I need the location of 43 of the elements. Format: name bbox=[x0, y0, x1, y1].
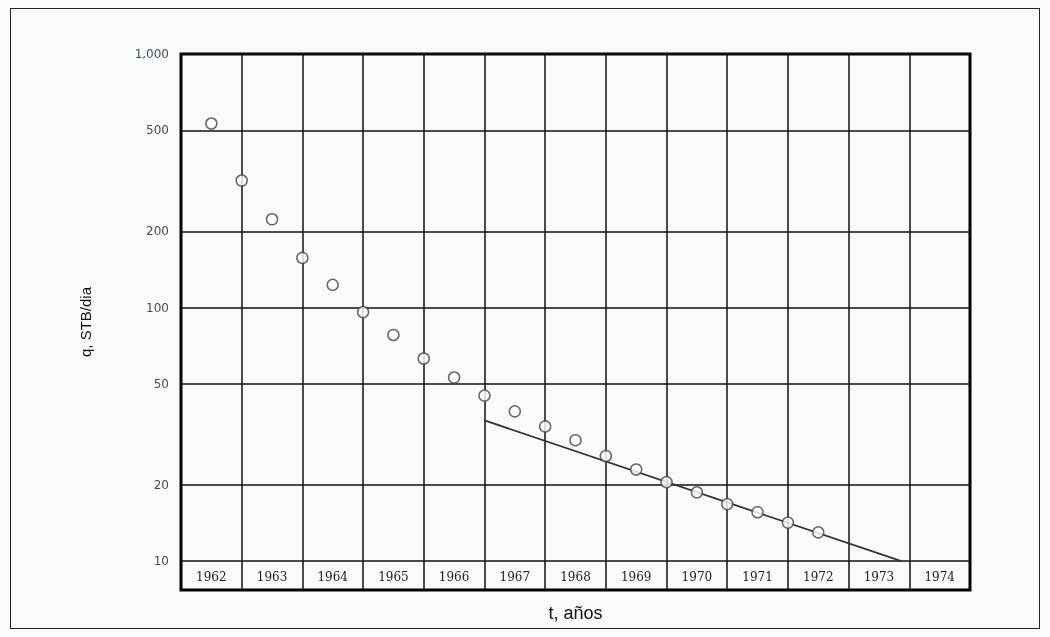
point bbox=[629, 463, 643, 476]
x-tick-label: 1972 bbox=[803, 570, 834, 584]
x-tick-label: 1963 bbox=[256, 570, 288, 584]
point bbox=[508, 405, 522, 418]
point bbox=[781, 516, 795, 529]
y-tick-label: 20 bbox=[153, 477, 169, 492]
x-axis-title: t, años bbox=[548, 603, 603, 623]
x-tick-label: 1970 bbox=[681, 570, 713, 584]
point bbox=[720, 497, 734, 511]
y-tick-label: 500 bbox=[146, 123, 169, 138]
point bbox=[690, 486, 704, 499]
y-tick-label: 10 bbox=[153, 554, 169, 569]
y-tick-label: 1,000 bbox=[134, 47, 169, 61]
point bbox=[387, 328, 400, 342]
point bbox=[538, 420, 552, 433]
y-tick-label: 50 bbox=[153, 376, 169, 391]
point bbox=[296, 251, 309, 265]
point bbox=[417, 352, 431, 365]
x-tick-label: 1967 bbox=[499, 570, 531, 584]
y-tick-label: 100 bbox=[146, 300, 169, 315]
point bbox=[812, 526, 825, 539]
x-tick-label: 1966 bbox=[438, 570, 470, 584]
y-axis-title: q, STB/dia bbox=[77, 286, 94, 358]
point bbox=[751, 505, 764, 519]
x-tick-label: 1971 bbox=[742, 570, 773, 584]
point bbox=[205, 117, 218, 130]
x-tick-label: 1964 bbox=[317, 570, 349, 584]
point bbox=[478, 389, 491, 402]
point bbox=[235, 174, 248, 187]
point bbox=[660, 475, 673, 489]
x-tick-label: 1968 bbox=[560, 570, 591, 584]
point bbox=[326, 278, 339, 292]
x-tick-label: 1965 bbox=[378, 570, 409, 584]
point bbox=[599, 449, 613, 463]
point bbox=[569, 433, 582, 447]
point bbox=[265, 213, 279, 226]
point bbox=[447, 371, 461, 384]
point bbox=[356, 305, 370, 319]
x-tick-label: 1973 bbox=[863, 570, 895, 584]
x-tick-label: 1974 bbox=[924, 570, 956, 584]
y-tick-label: 200 bbox=[146, 224, 169, 239]
x-tick-label: 1969 bbox=[620, 570, 652, 584]
x-tick-label: 1962 bbox=[196, 570, 227, 584]
